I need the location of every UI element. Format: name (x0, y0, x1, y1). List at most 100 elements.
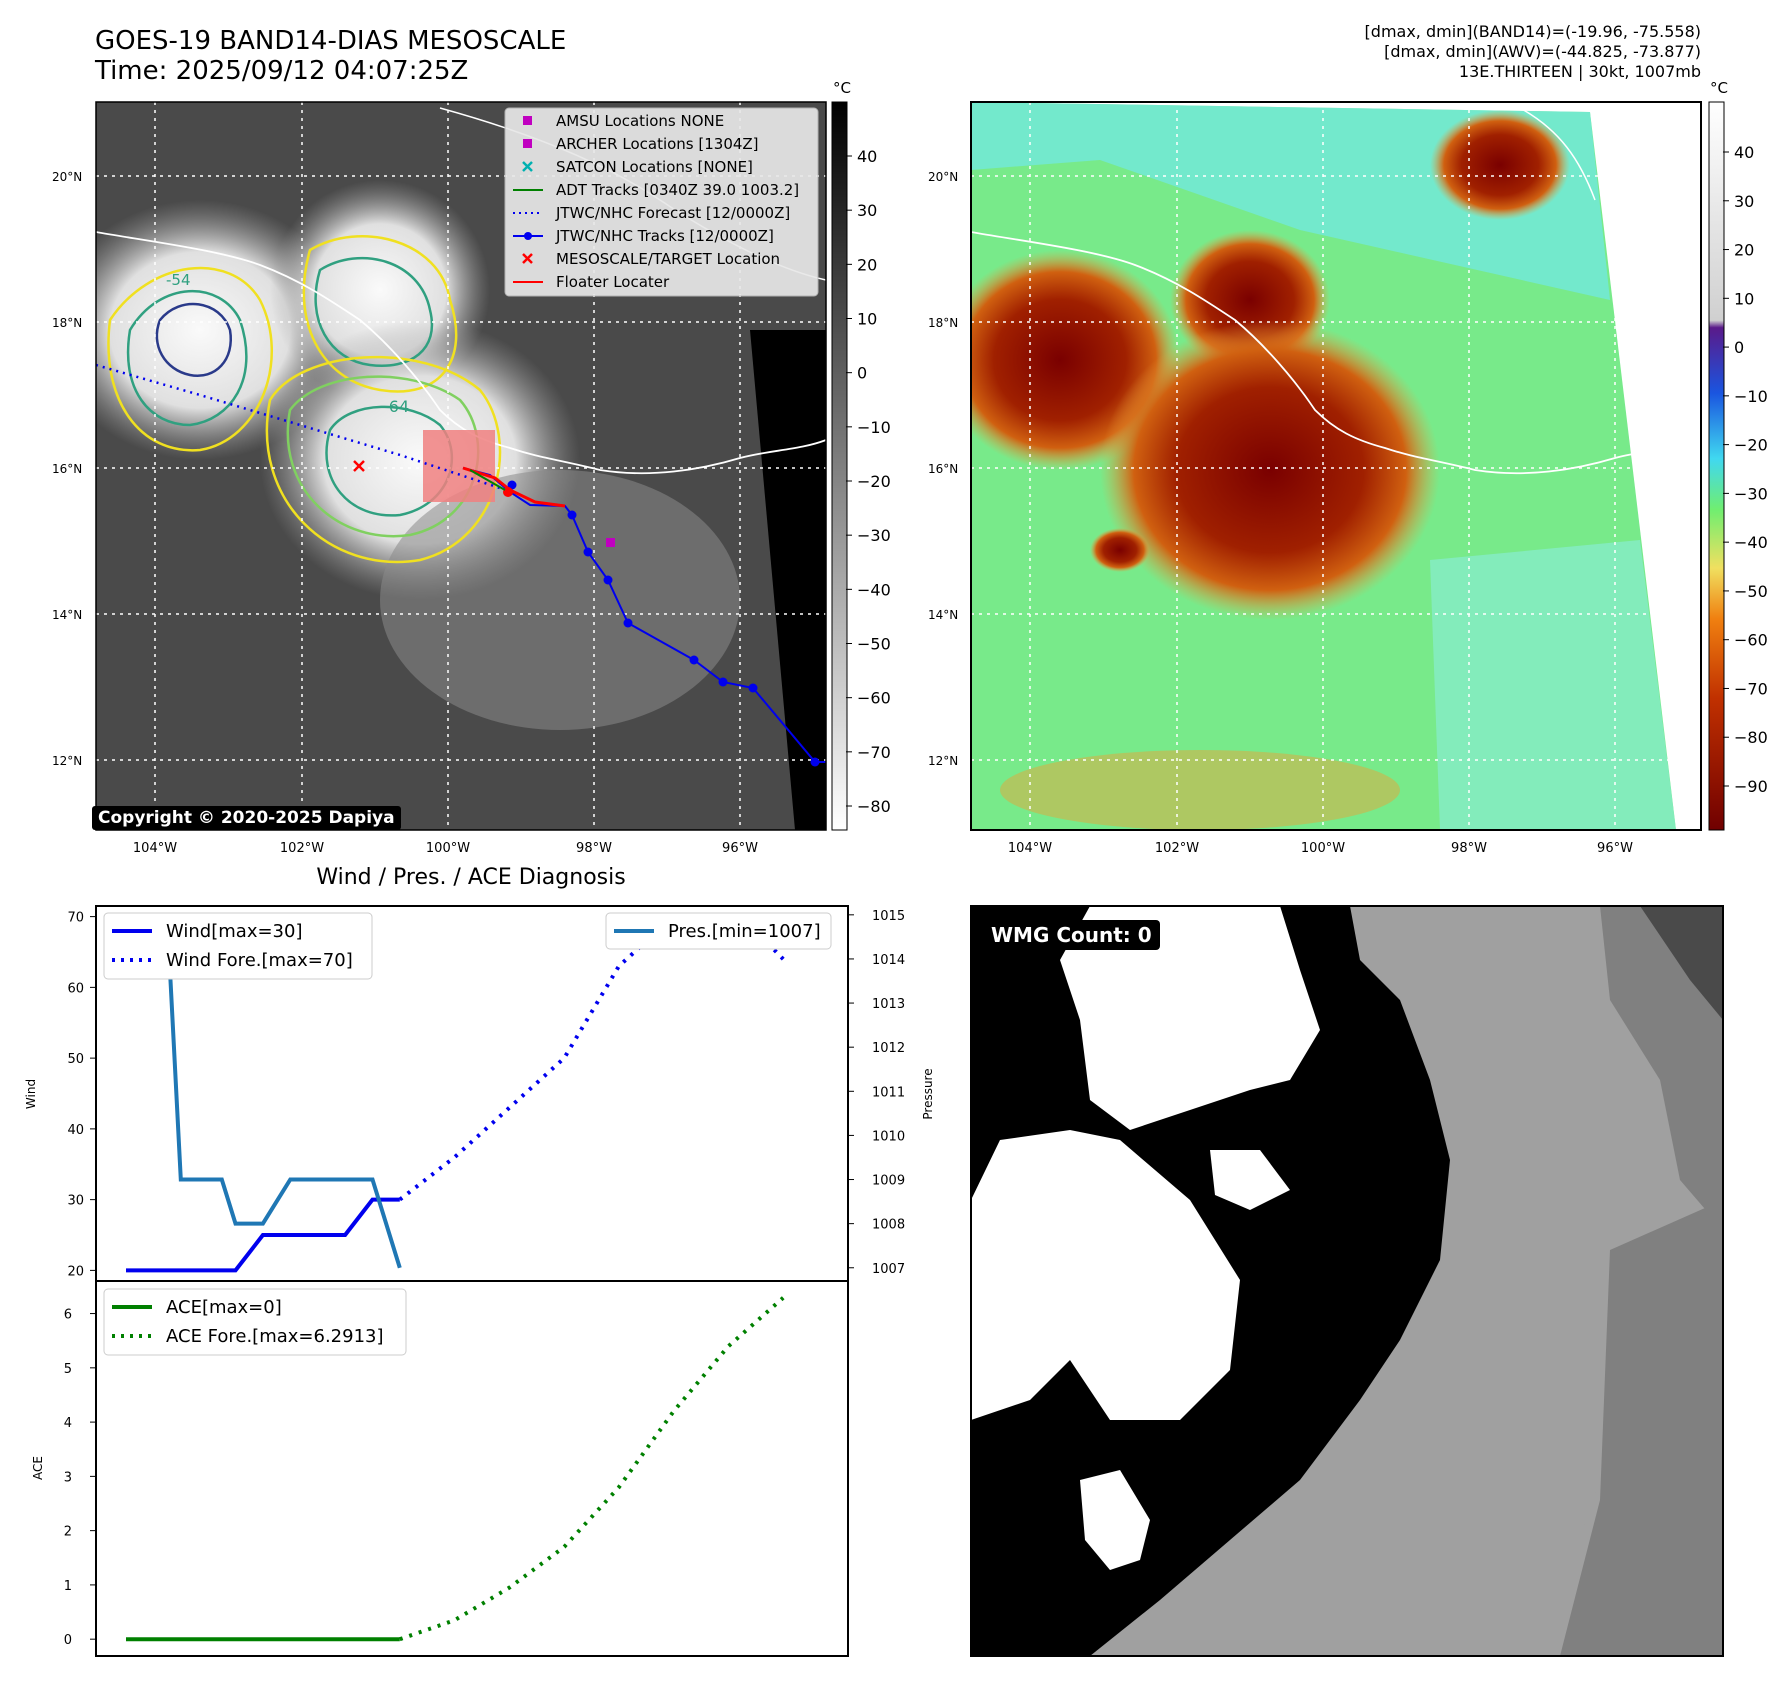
awv-coastline (971, 231, 1701, 475)
legend-label-wind: Wind[max=30] (166, 921, 303, 942)
wmg-darkgray-band (1600, 906, 1723, 1230)
floater-point (503, 487, 513, 497)
series-line (126, 1197, 400, 1273)
colorbar-tick-label: −90 (1734, 777, 1768, 796)
wind-axis-label: Wind (24, 1079, 38, 1109)
legend-item: JTWC/NHC Tracks [12/0000Z] (513, 227, 774, 245)
lat-label: 20°N (928, 170, 958, 184)
legend-label: Floater Locater (556, 273, 670, 291)
awv-colorbar-unit: °C (1710, 79, 1728, 97)
ir-colorbar (831, 101, 848, 831)
diagnosis-chart: Wind / Pres. / ACE Diagnosis Wind Pressu… (24, 865, 935, 1657)
wind-legend-box (103, 912, 373, 980)
lat-label: 14°N (928, 608, 958, 622)
awv-cloud-center (1100, 320, 1440, 620)
ace-tick-label: 0 (64, 1633, 72, 1648)
colorbar-tick-label: −80 (1734, 728, 1768, 747)
lat-label: 12°N (928, 754, 958, 768)
ace-legend-box (103, 1288, 407, 1356)
ir-colorbar-unit: °C (833, 79, 851, 97)
lat-label: 20°N (52, 170, 82, 184)
lon-label: 96°W (1597, 841, 1633, 856)
colorbar-tick-label: 30 (1734, 192, 1754, 211)
dmax-awv: [dmax, dmin](AWV)=(-44.825, -73.877) (1384, 42, 1701, 61)
legend-label-ace: ACE[max=0] (166, 1297, 282, 1318)
wmg-panel (970, 905, 1724, 1657)
wind-tick-label: 20 (67, 1264, 84, 1279)
colorbar-tick-label: 0 (857, 364, 867, 383)
legend-item: ADT Tracks [0340Z 39.0 1003.2] (513, 181, 799, 199)
legend-dot-icon (524, 232, 532, 240)
legend-item: AMSU Locations NONE (523, 112, 724, 130)
wind-tick-label: 30 (67, 1194, 84, 1209)
pressure-tick-label: 1011 (872, 1085, 905, 1100)
ace-legend: ACE[max=0] ACE Fore.[max=6.2913] (103, 1288, 407, 1356)
lon-label: 104°W (133, 841, 177, 856)
awv-lon-labels: 104°W 102°W 100°W 98°W 96°W (1008, 841, 1633, 856)
track-points (507, 480, 820, 767)
title-text: GOES-19 BAND14-DIAS MESOSCALE (95, 26, 567, 56)
legend-label: AMSU Locations NONE (556, 112, 724, 130)
colorbar-tick-label: 30 (857, 201, 877, 220)
awv-moist-southeast (1430, 540, 1676, 830)
wind-tick-label: 70 (67, 911, 84, 926)
contour-yellow-north (302, 235, 458, 393)
wind-tick-label: 50 (67, 1052, 84, 1067)
colorbar-tick-label: −10 (857, 418, 891, 437)
pressure-tick-label: 1010 (872, 1129, 905, 1144)
legend-square-icon (523, 139, 532, 148)
legend-x-icon (522, 253, 533, 264)
wmg-darkest-band (1640, 906, 1723, 1020)
wmg-white-region-north (1060, 906, 1320, 1130)
pressure-tick-label: 1015 (872, 909, 905, 924)
colorbar-tick-label: 20 (857, 255, 877, 274)
colorbar-tick-label: −70 (857, 743, 891, 762)
contour-navy-west (155, 302, 233, 378)
awv-cloud-northeast (1430, 110, 1570, 220)
ir-map-panel: -54 -64 AMSU Locations NONE ARCHER Locati… (52, 79, 891, 856)
awv-gridlines (971, 102, 1701, 830)
wind-tick-label: 40 (67, 1123, 84, 1138)
series-line (126, 912, 402, 1269)
legend-label: MESOSCALE/TARGET Location (556, 250, 780, 268)
ir-map-lon-labels: 104°W 102°W 100°W 98°W 96°W (133, 841, 758, 856)
colorbar-tick-label: −50 (857, 635, 891, 654)
contour-label-64: -64 (383, 397, 409, 416)
lon-label: 102°W (280, 841, 324, 856)
cloud-haze (380, 470, 740, 730)
space-region (750, 330, 826, 830)
lat-label: 16°N (52, 462, 82, 476)
pressure-tick-label: 1009 (872, 1174, 905, 1189)
contour-label-54: -54 (166, 271, 191, 289)
colorbar-tick-label: −60 (1734, 631, 1768, 650)
colorbar-tick-label: 0 (1734, 338, 1744, 357)
lon-label: 100°W (426, 841, 470, 856)
pressure-axis-label: Pressure (921, 1068, 935, 1119)
time-text: Time: 2025/09/12 04:07:25Z (95, 56, 469, 86)
legend-label: SATCON Locations [NONE] (556, 158, 753, 176)
legend-label: JTWC/NHC Forecast [12/0000Z] (555, 204, 790, 222)
best-track (462, 467, 826, 763)
legend-item: JTWC/NHC Forecast [12/0000Z] (513, 204, 790, 222)
awv-lat-labels: 20°N 18°N 16°N 14°N 12°N (928, 170, 958, 768)
legend-square-icon (523, 116, 532, 125)
colorbar-tick-label: 20 (1734, 241, 1754, 260)
awv-map-panel: 20°N 18°N 16°N 14°N 12°N 104°W 102°W 100… (928, 79, 1768, 856)
colorbar-tick-label: −30 (857, 526, 891, 545)
awv-cloud-small (1090, 528, 1150, 572)
ace-tick-label: 4 (64, 1416, 72, 1431)
lon-label: 96°W (722, 841, 758, 856)
lon-label: 104°W (1008, 841, 1052, 856)
figure-info: [dmax, dmin](BAND14)=(-19.96, -75.558) [… (1365, 22, 1701, 82)
adt-track (469, 469, 506, 491)
lat-label: 12°N (52, 754, 82, 768)
ace-tick-label: 2 (64, 1525, 72, 1540)
lon-label: 100°W (1301, 841, 1345, 856)
ace-tick-label: 3 (64, 1470, 72, 1485)
legend-x-icon (522, 161, 533, 172)
dmax-band14: [dmax, dmin](BAND14)=(-19.96, -75.558) (1364, 22, 1701, 41)
pressure-tick-label: 1007 (872, 1262, 905, 1277)
colorbar-tick-label: 10 (1734, 289, 1754, 308)
ace-tick-label: 6 (64, 1308, 72, 1323)
